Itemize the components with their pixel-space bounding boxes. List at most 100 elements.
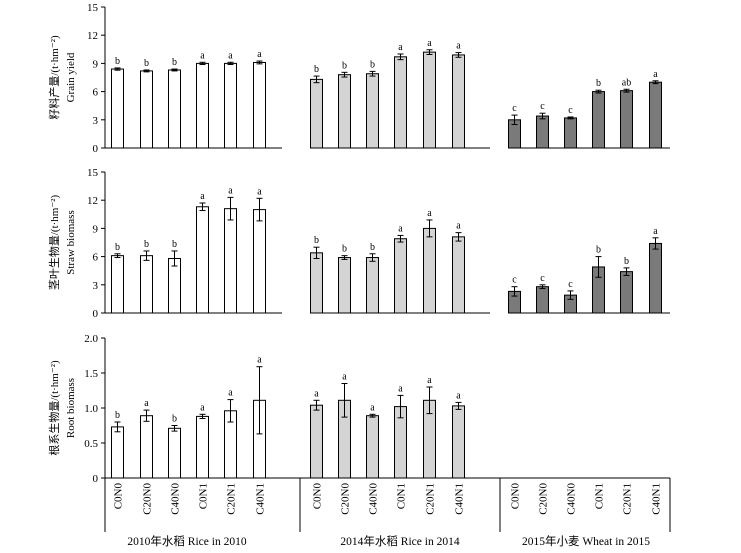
- bar-0-2-3: [592, 91, 605, 149]
- bar-1-1-1: [338, 257, 351, 314]
- bar-1-0-5: [253, 209, 266, 314]
- significance-letter: b: [144, 239, 149, 250]
- significance-letter: a: [398, 223, 403, 234]
- significance-letter: a: [200, 402, 205, 413]
- significance-letter: b: [314, 64, 319, 75]
- y-tick-label: 0: [93, 143, 99, 155]
- significance-letter: b: [342, 60, 347, 71]
- bar-1-0-3: [196, 206, 209, 314]
- significance-letter: b: [370, 242, 375, 253]
- bar-1-2-5: [649, 242, 662, 314]
- significance-letter: a: [144, 398, 149, 409]
- significance-letter: b: [624, 256, 629, 267]
- significance-letter: b: [370, 59, 375, 70]
- bar-1-0-1: [140, 255, 153, 314]
- bar-0-2-1: [536, 115, 549, 149]
- bar-2-0-3: [196, 415, 209, 479]
- significance-letter: a: [427, 375, 432, 386]
- bar-0-1-3: [394, 56, 407, 149]
- bar-1-1-3: [394, 238, 407, 314]
- bar-0-2-4: [620, 90, 633, 149]
- group-label: 2015年小麦 Wheat in 2015: [522, 534, 650, 548]
- significance-letter: a: [342, 372, 347, 383]
- x-category-label: C20N1: [226, 483, 238, 515]
- significance-letter: b: [172, 239, 177, 250]
- x-category-label: C20N0: [538, 483, 550, 515]
- y-tick-label: 6: [93, 252, 99, 264]
- y-tick-label: 0.5: [84, 438, 98, 450]
- significance-letter: a: [314, 388, 319, 399]
- significance-letter: b: [115, 56, 120, 67]
- bar-0-0-2: [168, 69, 181, 149]
- significance-letter: c: [568, 105, 573, 116]
- y-tick-label: 3: [93, 115, 99, 127]
- y-axis-label-cn: 茎叶生物量/(t·hm⁻²): [47, 195, 61, 291]
- bar-1-0-0: [111, 255, 124, 314]
- significance-letter: a: [456, 221, 461, 232]
- bar-0-2-5: [649, 81, 662, 149]
- bar-0-0-5: [253, 61, 266, 149]
- significance-letter: a: [427, 208, 432, 219]
- bar-2-1-0: [310, 404, 323, 479]
- x-category-label: C0N1: [396, 483, 408, 509]
- bar-0-1-0: [310, 78, 323, 149]
- significance-letter: a: [228, 185, 233, 196]
- y-tick-label: 0: [93, 308, 99, 320]
- bar-2-0-0: [111, 426, 124, 479]
- bar-0-1-4: [423, 51, 436, 149]
- significance-letter: a: [653, 226, 658, 237]
- significance-letter: c: [540, 273, 545, 284]
- x-category-label: C40N1: [454, 483, 466, 515]
- significance-letter: a: [398, 42, 403, 53]
- bar-0-1-5: [452, 54, 465, 149]
- y-axis-label-cn: 籽料产量/(t·hm⁻²): [47, 35, 61, 120]
- significance-letter: a: [228, 388, 233, 399]
- y-tick-label: 9: [93, 58, 99, 70]
- significance-letter: a: [370, 402, 375, 413]
- bar-2-0-2: [168, 427, 181, 479]
- x-category-label: C20N0: [340, 483, 352, 515]
- group-label: 2010年水稻 Rice in 2010: [127, 534, 246, 548]
- y-tick-label: 2.0: [84, 333, 98, 345]
- x-category-label: C0N0: [113, 483, 125, 510]
- x-category-label: C20N0: [142, 483, 154, 515]
- x-category-label: C0N0: [510, 483, 522, 510]
- y-tick-label: 9: [93, 223, 99, 235]
- bar-0-0-3: [196, 62, 209, 149]
- y-tick-label: 15: [87, 167, 99, 179]
- bar-0-1-1: [338, 74, 351, 149]
- y-axis-label-en: Straw biomass: [65, 210, 77, 274]
- bar-1-1-2: [366, 257, 379, 314]
- significance-letter: a: [653, 69, 658, 80]
- significance-letter: b: [172, 414, 177, 425]
- significance-letter: a: [257, 355, 262, 366]
- x-category-label: C40N0: [170, 483, 182, 515]
- bar-0-0-1: [140, 70, 153, 149]
- significance-letter: b: [144, 58, 149, 69]
- bar-1-0-2: [168, 257, 181, 314]
- significance-letter: a: [456, 41, 461, 52]
- bar-1-0-4: [224, 208, 237, 314]
- significance-letter: a: [427, 38, 432, 49]
- x-category-label: C40N0: [566, 483, 578, 515]
- group-label: 2014年水稻 Rice in 2014: [340, 534, 459, 548]
- significance-letter: c: [568, 279, 573, 290]
- significance-letter: c: [540, 101, 545, 112]
- significance-letter: b: [314, 235, 319, 246]
- x-category-label: C20N1: [622, 483, 634, 515]
- y-axis-label-en: Grain yield: [65, 52, 77, 102]
- significance-letter: b: [115, 410, 120, 421]
- significance-letter: a: [257, 49, 262, 60]
- significance-letter: b: [596, 78, 601, 89]
- bar-2-0-1: [140, 415, 153, 479]
- y-tick-label: 6: [93, 87, 99, 99]
- bar-0-0-4: [224, 62, 237, 149]
- significance-letter: a: [200, 191, 205, 202]
- bar-2-1-2: [366, 415, 379, 479]
- y-tick-label: 15: [87, 2, 99, 14]
- significance-letter: c: [512, 275, 517, 286]
- y-tick-label: 3: [93, 280, 99, 292]
- significance-letter: a: [228, 50, 233, 61]
- y-tick-label: 12: [87, 30, 98, 42]
